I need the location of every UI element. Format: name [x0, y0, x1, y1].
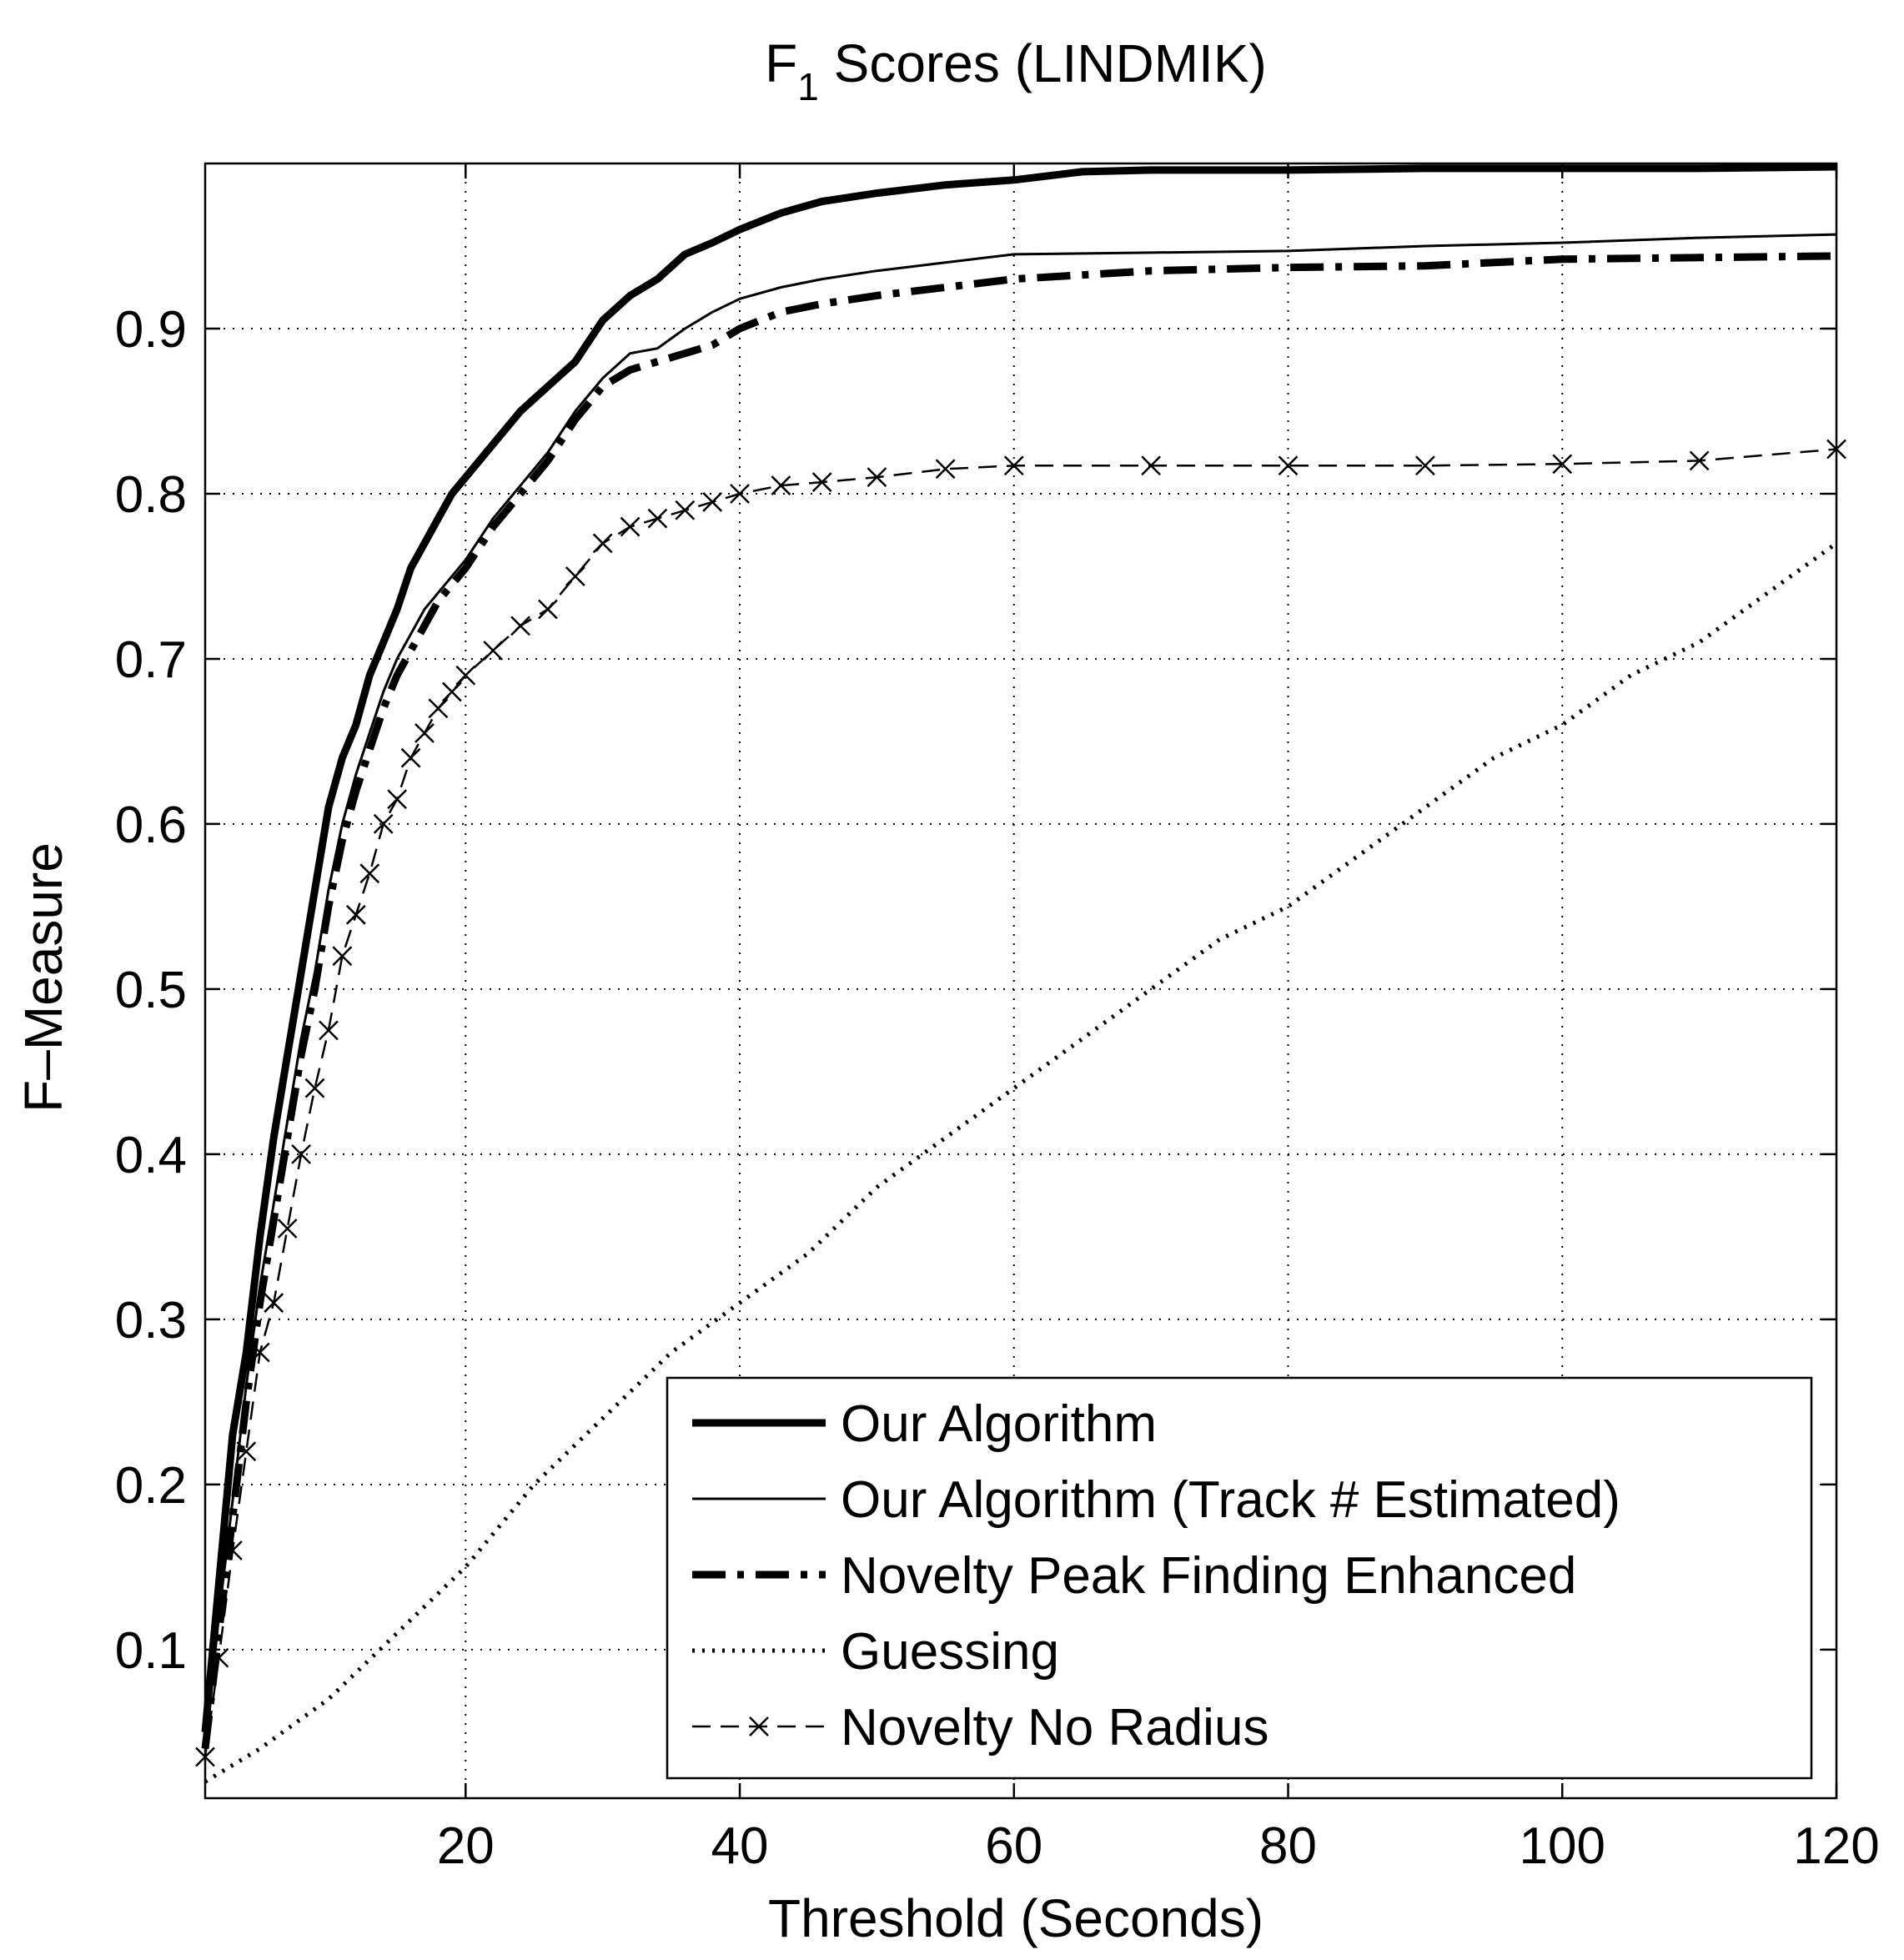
legend-box [666, 1376, 1813, 1780]
x-tick-label: 100 [1520, 1817, 1605, 1875]
series-point [359, 863, 380, 884]
legend-label: Guessing [841, 1623, 1059, 1681]
y-axis-label: F–Measure [13, 842, 73, 1113]
series-line [203, 448, 1837, 1757]
series-point [867, 467, 887, 488]
series-point [1689, 450, 1710, 471]
series-point [592, 533, 613, 554]
legend-label: Our Algorithm (Track # Estimated) [841, 1471, 1620, 1529]
y-tick-label: 0.3 [115, 1292, 187, 1349]
series-point [771, 475, 791, 495]
y-tick-label: 0.6 [115, 797, 187, 854]
series-point [730, 484, 750, 504]
chart-title: F1 Scores (LINDMIK) [765, 33, 1267, 108]
series-point [208, 1647, 229, 1668]
series-point [304, 1078, 325, 1098]
series-point [319, 1020, 339, 1041]
series-point [441, 681, 462, 702]
series-point [428, 698, 449, 719]
y-tick-label: 0.5 [115, 962, 187, 1019]
x-tick-label: 40 [711, 1817, 769, 1875]
series-point [647, 508, 668, 529]
x-tick-label: 120 [1793, 1817, 1879, 1875]
series-point [935, 459, 956, 480]
x-tick-label: 60 [985, 1817, 1042, 1875]
x-tick-label: 80 [1259, 1817, 1317, 1875]
legend-label: Our Algorithm [841, 1395, 1157, 1453]
series-point [373, 814, 394, 834]
series-point [811, 472, 832, 492]
legend-item: Guessing [692, 1623, 1059, 1681]
series-point [236, 1441, 257, 1462]
series-point [264, 1293, 284, 1313]
series-point [345, 904, 366, 925]
series-point [332, 946, 353, 967]
axes: 20 40 60 80 100 120 0.1 0.2 0.3 0.4 0.5 0.6 0.7 0.8 0.… [115, 162, 1880, 1875]
series-point [1141, 455, 1162, 476]
series-point [1278, 455, 1299, 476]
plot-frame [203, 162, 1838, 1800]
series-point [675, 500, 696, 520]
series-point [249, 1342, 270, 1363]
series-point [387, 789, 408, 810]
series-point [1552, 454, 1573, 475]
y-tick-label: 0.2 [115, 1457, 187, 1515]
series-point [400, 747, 421, 768]
legend-item: Novelty No Radius [692, 1699, 1268, 1756]
series-point [538, 599, 558, 620]
series-point [483, 641, 504, 661]
series-point [1415, 455, 1435, 476]
chart-title-main: F [765, 33, 797, 93]
plot-series [195, 163, 1846, 1784]
legend-label: Novelty No Radius [841, 1699, 1268, 1756]
series-2 [201, 252, 1837, 1750]
y-tick-label: 0.9 [115, 301, 187, 359]
series-point [510, 616, 530, 636]
x-axis-label: Threshold (Seconds) [768, 1888, 1263, 1948]
legend-item: Our Algorithm (Track # Estimated) [692, 1471, 1620, 1529]
series-point [277, 1219, 298, 1239]
series-point [620, 516, 641, 537]
legend: Our Algorithm Our Algorithm (Track # Esti… [666, 1376, 1813, 1780]
series-point [455, 665, 476, 686]
chart-title-subscript: 1 [797, 65, 819, 108]
series-point [702, 491, 723, 512]
series-point [291, 1143, 311, 1164]
series-point [414, 723, 435, 743]
series-point [1003, 455, 1024, 476]
series-1 [203, 233, 1837, 1749]
y-tick-label: 0.8 [115, 466, 187, 524]
series-line [203, 233, 1837, 1749]
legend-item: Novelty Peak Finding Enhanced [692, 1547, 1576, 1605]
series-point [222, 1540, 243, 1560]
series-line [201, 163, 1837, 1733]
legend-marker [749, 1716, 769, 1736]
series-line [201, 252, 1837, 1750]
y-tick-label: 0.4 [115, 1127, 187, 1184]
x-tick-label: 20 [437, 1817, 495, 1875]
y-tick-label: 0.1 [115, 1622, 187, 1680]
chart-title-rest: Scores (LINDMIK) [819, 33, 1267, 93]
series-point [565, 566, 585, 586]
series-0 [201, 163, 1837, 1733]
y-tick-label: 0.7 [115, 631, 187, 689]
legend-label: Novelty Peak Finding Enhanced [841, 1547, 1576, 1605]
series-4 [195, 439, 1846, 1767]
legend-item: Our Algorithm [692, 1395, 1157, 1453]
